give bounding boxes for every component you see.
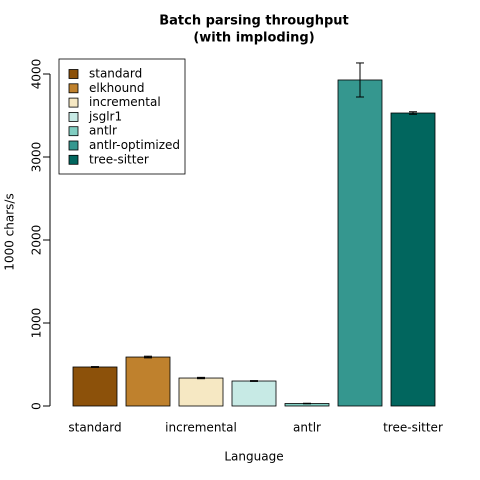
x-axis-label: Language (224, 450, 283, 464)
error-bar (356, 62, 364, 98)
legend-swatch (68, 69, 79, 79)
bar (125, 356, 171, 407)
legend-swatch (68, 154, 79, 165)
legend-label: jsglr1 (88, 109, 122, 123)
x-tick-label: tree-sitter (383, 421, 443, 435)
legend-label: standard (89, 67, 142, 81)
legend-label: incremental (89, 95, 161, 109)
legend-swatch (68, 83, 79, 94)
bar (72, 366, 118, 407)
x-tick-label: standard (68, 421, 121, 435)
error-bar (409, 111, 417, 115)
legend-swatch (68, 112, 79, 122)
x-tick-label: incremental (165, 421, 237, 435)
error-bar (91, 366, 99, 368)
legend-swatch (68, 97, 79, 108)
error-bar (250, 380, 258, 382)
y-tick-label: 1000 (30, 308, 44, 339)
legend-label: elkhound (89, 81, 144, 95)
legend-label: antlr-optimized (89, 138, 180, 152)
chart-subtitle: (with imploding) (193, 31, 314, 46)
bar (231, 380, 277, 407)
legend-label: tree-sitter (89, 152, 149, 166)
legend-box (58, 58, 186, 175)
error-bar (197, 376, 205, 380)
y-tick-label: 3000 (30, 142, 44, 173)
x-tick-label: antlr (293, 421, 321, 435)
bar (390, 112, 436, 407)
y-tick-label: 0 (30, 402, 44, 410)
y-tick-label: 4000 (30, 59, 44, 90)
bar (178, 377, 224, 407)
legend-swatch (68, 140, 79, 151)
legend-swatch (68, 126, 79, 137)
y-axis-label: 1000 chars/s (3, 193, 17, 270)
error-bar (144, 355, 152, 359)
y-tick-label: 2000 (30, 225, 44, 256)
legend-label: antlr (89, 124, 117, 138)
chart-title: Batch parsing throughput (159, 14, 349, 29)
bar (337, 79, 383, 407)
